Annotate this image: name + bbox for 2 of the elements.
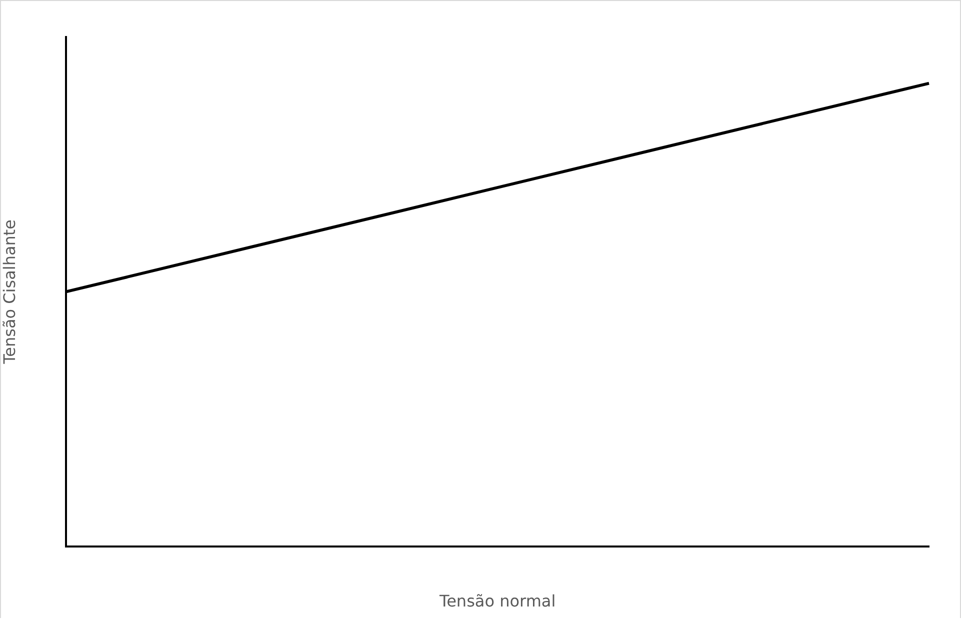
- y-axis-title: Tensão Cisalhante: [0, 219, 19, 365]
- x-axis-title: Tensão normal: [438, 592, 556, 611]
